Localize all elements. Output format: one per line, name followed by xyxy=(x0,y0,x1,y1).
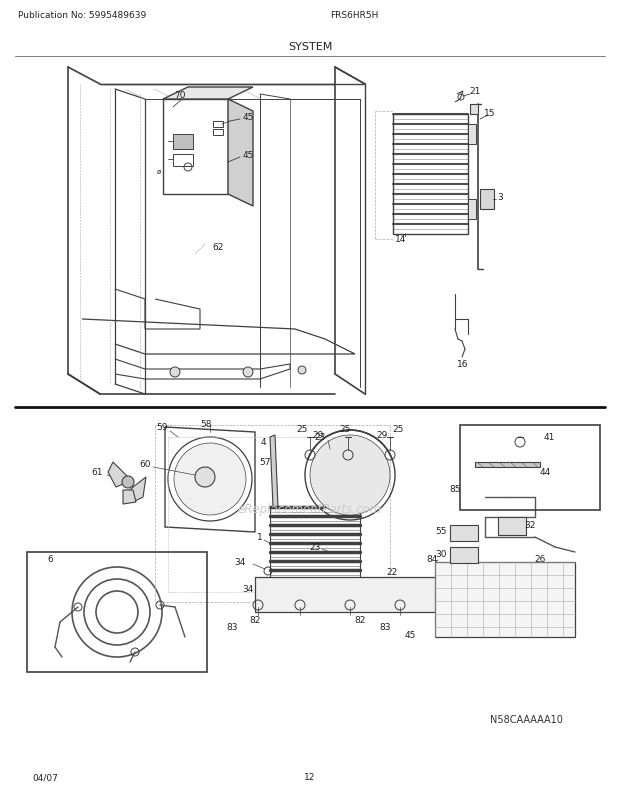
Ellipse shape xyxy=(279,582,301,596)
Bar xyxy=(468,200,476,220)
Text: 60: 60 xyxy=(140,460,151,469)
Text: 23: 23 xyxy=(309,543,321,552)
Text: 44: 44 xyxy=(539,468,551,477)
Text: 23: 23 xyxy=(314,433,326,442)
Text: 70: 70 xyxy=(174,91,185,100)
Text: 21: 21 xyxy=(469,87,481,96)
Ellipse shape xyxy=(429,582,451,596)
Text: FRS6HR5H: FRS6HR5H xyxy=(330,10,378,19)
Polygon shape xyxy=(163,88,253,100)
Text: 41: 41 xyxy=(543,433,555,442)
Bar xyxy=(498,517,526,535)
Text: 83: 83 xyxy=(379,622,391,632)
Text: 25: 25 xyxy=(296,425,308,434)
Circle shape xyxy=(243,367,253,378)
Text: 34: 34 xyxy=(234,558,246,567)
Text: 6: 6 xyxy=(47,555,53,564)
Text: 26: 26 xyxy=(534,555,546,564)
Text: 59: 59 xyxy=(156,423,168,432)
Text: 57: 57 xyxy=(259,458,271,467)
Text: 25: 25 xyxy=(339,425,351,434)
Circle shape xyxy=(310,435,390,516)
Circle shape xyxy=(195,468,215,488)
Text: 82: 82 xyxy=(249,616,260,625)
Polygon shape xyxy=(270,435,278,508)
Bar xyxy=(27,553,207,672)
Bar xyxy=(270,508,360,588)
Bar xyxy=(468,125,476,145)
Text: 62: 62 xyxy=(212,243,224,252)
Bar xyxy=(435,562,575,638)
Text: 55: 55 xyxy=(435,527,447,536)
Text: 45: 45 xyxy=(404,630,415,640)
Text: Publication No: 5995489639: Publication No: 5995489639 xyxy=(18,10,146,19)
Text: 16: 16 xyxy=(458,360,469,369)
Text: 12: 12 xyxy=(304,772,316,781)
Text: 84: 84 xyxy=(427,555,438,564)
Bar xyxy=(163,100,228,195)
Ellipse shape xyxy=(379,582,401,596)
Ellipse shape xyxy=(329,582,351,596)
Text: 85: 85 xyxy=(450,485,461,494)
Text: 61: 61 xyxy=(91,468,103,477)
Bar xyxy=(213,122,223,128)
Text: 1: 1 xyxy=(257,533,263,542)
Text: 83: 83 xyxy=(226,622,237,632)
Text: 45: 45 xyxy=(242,113,254,123)
Polygon shape xyxy=(108,463,128,488)
Text: 3: 3 xyxy=(497,192,503,201)
Bar xyxy=(173,135,193,150)
Text: 45: 45 xyxy=(242,150,254,160)
Text: 30: 30 xyxy=(435,550,447,559)
Text: 15: 15 xyxy=(484,108,496,117)
Circle shape xyxy=(174,444,246,516)
Polygon shape xyxy=(123,490,136,504)
Text: 32: 32 xyxy=(525,520,536,529)
Bar xyxy=(480,190,494,210)
Bar xyxy=(255,577,485,612)
Text: ø: ø xyxy=(157,168,161,175)
Polygon shape xyxy=(470,105,478,115)
Text: eReplacementParts.com: eReplacementParts.com xyxy=(238,503,382,516)
Polygon shape xyxy=(228,100,253,207)
Circle shape xyxy=(298,367,306,375)
Polygon shape xyxy=(475,463,540,468)
Bar xyxy=(173,155,193,167)
Text: 34: 34 xyxy=(242,585,254,593)
Text: 25: 25 xyxy=(392,425,404,434)
Bar xyxy=(450,525,478,541)
Text: N58CAAAAA10: N58CAAAAA10 xyxy=(490,714,563,724)
Text: 14: 14 xyxy=(396,235,407,244)
Text: 4: 4 xyxy=(260,438,266,447)
Circle shape xyxy=(170,367,180,378)
Text: 29: 29 xyxy=(312,431,324,440)
Text: SYSTEM: SYSTEM xyxy=(288,42,332,52)
Circle shape xyxy=(122,476,134,488)
Text: 04/07: 04/07 xyxy=(32,772,58,781)
Text: 29: 29 xyxy=(376,431,388,440)
Text: 82: 82 xyxy=(354,616,366,625)
Text: 22: 22 xyxy=(386,568,397,577)
Bar xyxy=(460,426,600,510)
Bar xyxy=(450,547,478,563)
Bar xyxy=(393,115,468,235)
Bar xyxy=(213,130,223,136)
Polygon shape xyxy=(128,477,146,502)
Text: 58: 58 xyxy=(200,420,211,429)
